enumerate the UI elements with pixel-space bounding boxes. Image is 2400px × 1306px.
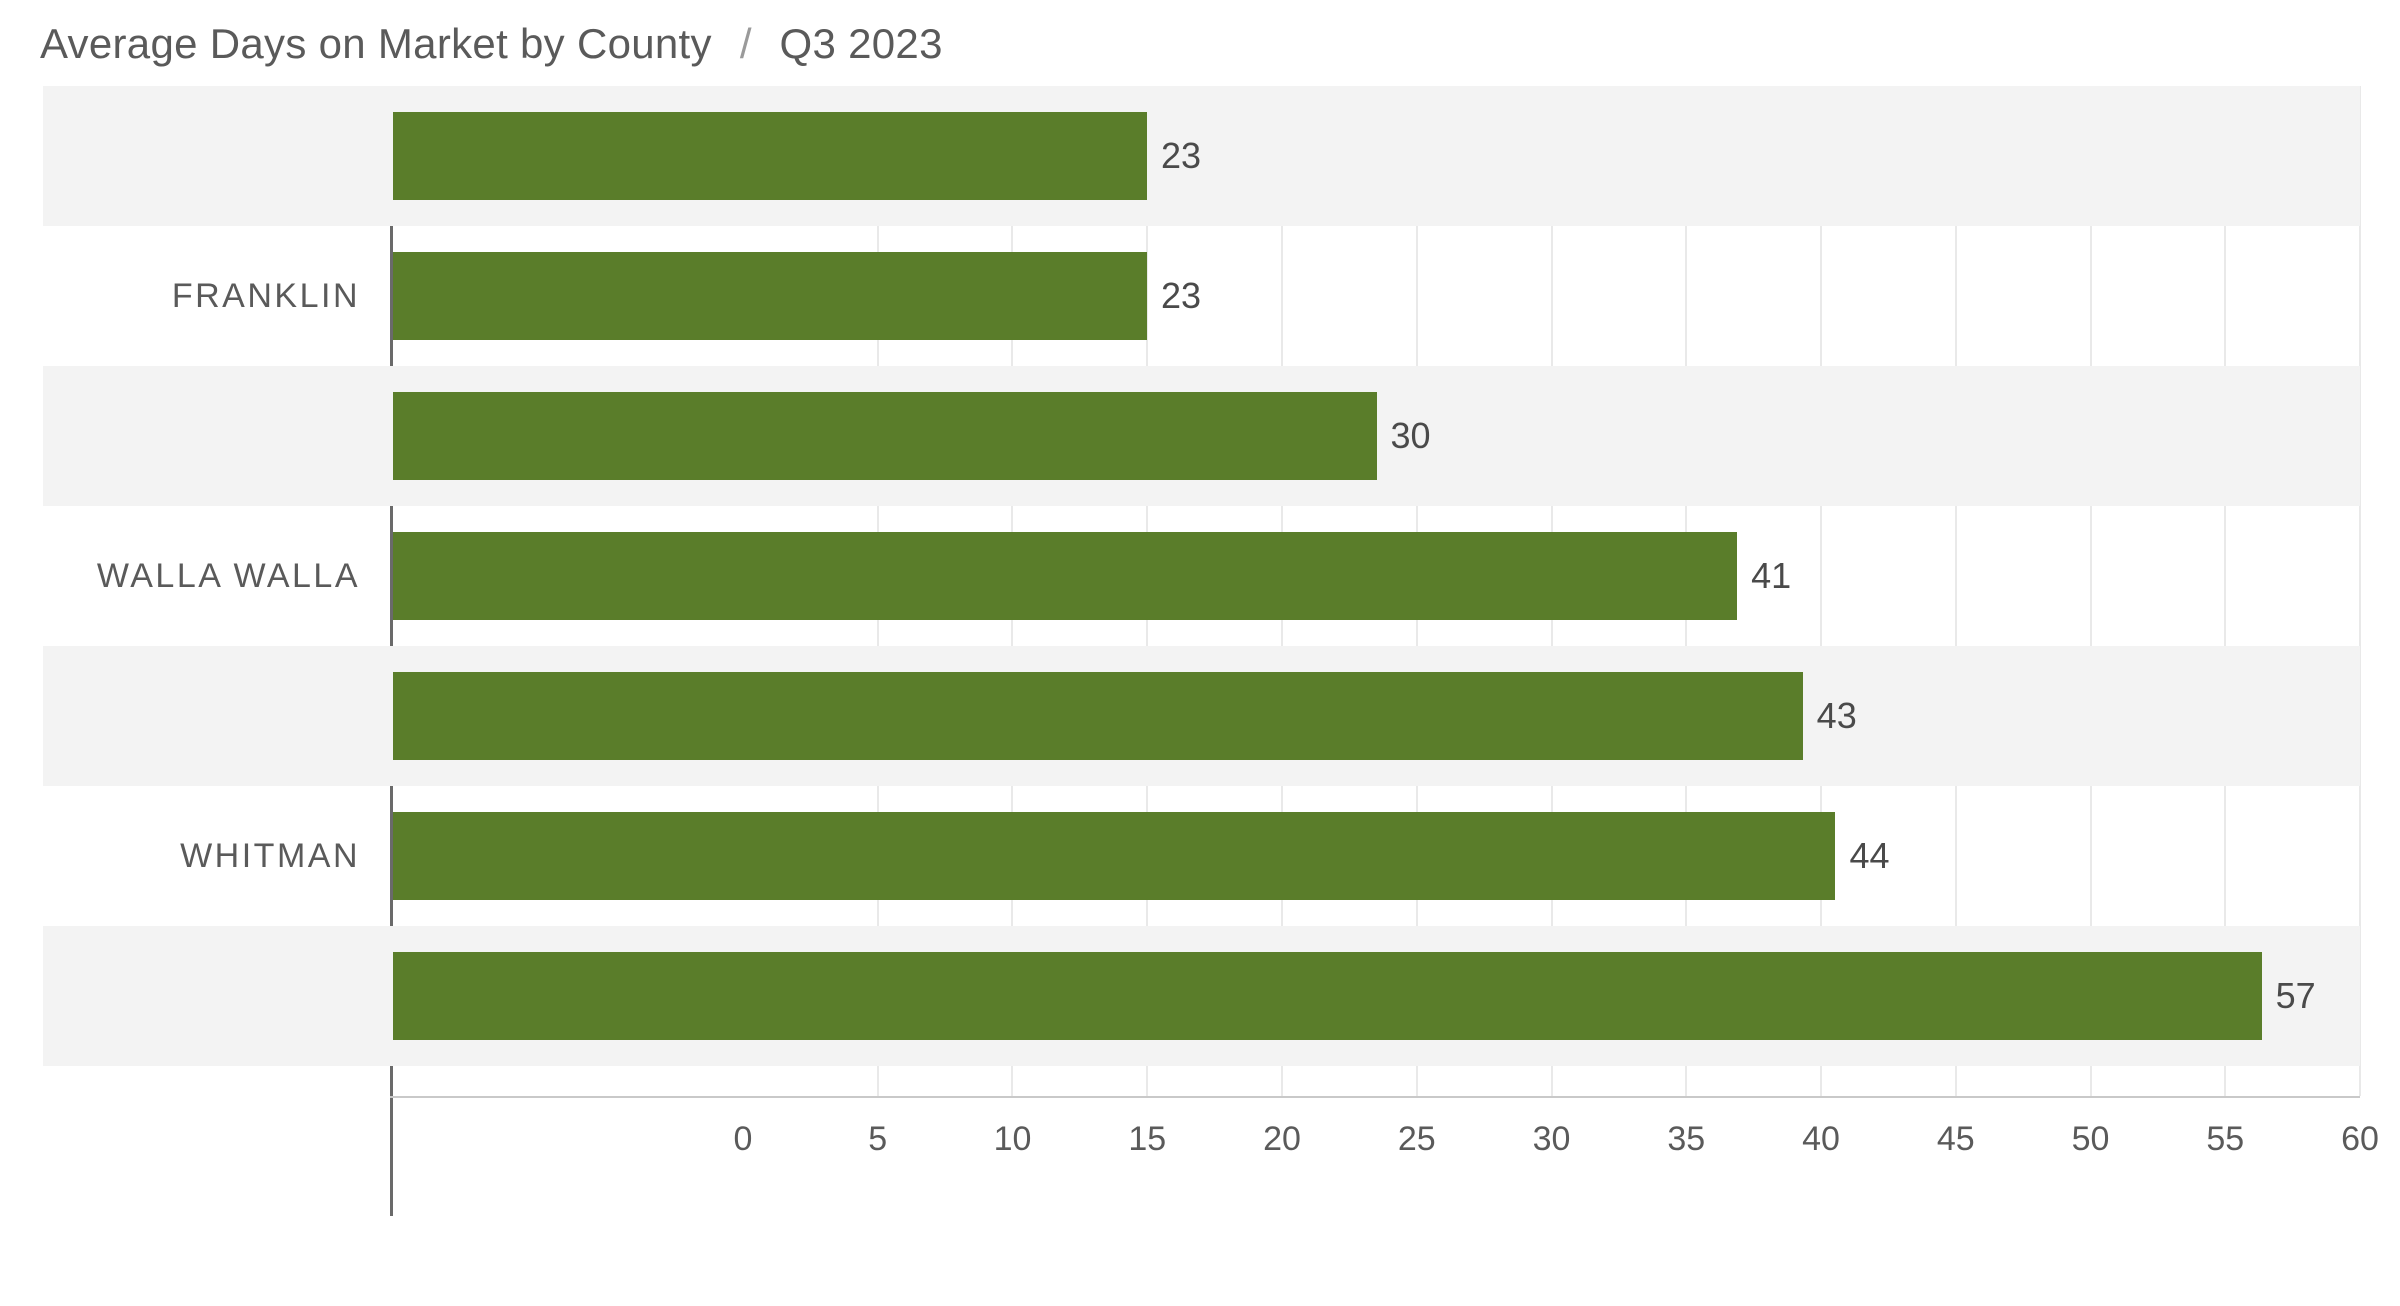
bar: 30 xyxy=(393,392,1377,480)
bar-row: 41 xyxy=(393,506,2360,646)
bars-region: 051015202530354045505560 23233041434457 xyxy=(390,86,2360,1216)
bar: 57 xyxy=(393,952,2262,1040)
bar: 44 xyxy=(393,812,1835,900)
x-tick-label: 0 xyxy=(734,1120,753,1159)
bar: 43 xyxy=(393,672,1803,760)
bar: 41 xyxy=(393,532,1737,620)
bar-row: 23 xyxy=(393,86,2360,226)
bar-value-label: 57 xyxy=(2276,975,2316,1017)
chart-title-separator: / xyxy=(740,20,752,68)
x-tick-label: 20 xyxy=(1263,1120,1301,1159)
bar-row: 23 xyxy=(393,226,2360,366)
x-tick-label: 15 xyxy=(1128,1120,1166,1159)
x-tick-label: 40 xyxy=(1802,1120,1840,1159)
bar: 23 xyxy=(393,112,1147,200)
bar-value-label: 41 xyxy=(1751,555,1791,597)
plot-area: SPOKANEFRANKLINBENTONWALLA WALLAGRANTWHI… xyxy=(40,86,2360,1216)
x-axis: 051015202530354045505560 xyxy=(743,1096,2360,1166)
x-tick-label: 30 xyxy=(1533,1120,1571,1159)
x-tick-label: 60 xyxy=(2341,1120,2379,1159)
x-tick-label: 55 xyxy=(2206,1120,2244,1159)
bar-row: 44 xyxy=(393,786,2360,926)
x-axis-baseline xyxy=(390,1096,2360,1098)
bar-value-label: 43 xyxy=(1817,695,1857,737)
bar: 23 xyxy=(393,252,1147,340)
x-tick-label: 35 xyxy=(1667,1120,1705,1159)
chart-title: Average Days on Market by County xyxy=(40,20,712,68)
x-tick-label: 10 xyxy=(994,1120,1032,1159)
bar-row: 57 xyxy=(393,926,2360,1066)
bar-row: 43 xyxy=(393,646,2360,786)
x-tick-label: 50 xyxy=(2072,1120,2110,1159)
x-tick-label: 5 xyxy=(868,1120,887,1159)
bar-value-label: 23 xyxy=(1161,275,1201,317)
x-tick-label: 45 xyxy=(1937,1120,1975,1159)
chart-container: Average Days on Market by County / Q3 20… xyxy=(0,0,2400,1306)
bar-value-label: 44 xyxy=(1849,835,1889,877)
chart-title-row: Average Days on Market by County / Q3 20… xyxy=(40,20,2360,68)
bar-value-label: 23 xyxy=(1161,135,1201,177)
bar-row: 30 xyxy=(393,366,2360,506)
chart-subtitle: Q3 2023 xyxy=(780,20,943,68)
x-tick-label: 25 xyxy=(1398,1120,1436,1159)
bar-value-label: 30 xyxy=(1391,415,1431,457)
